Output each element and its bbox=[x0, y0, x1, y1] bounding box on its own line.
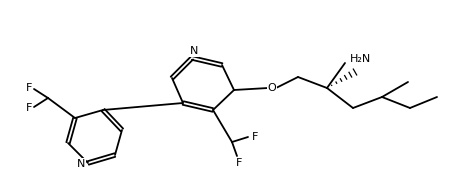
Text: F: F bbox=[26, 83, 32, 93]
Text: F: F bbox=[236, 158, 242, 168]
Text: O: O bbox=[267, 83, 276, 93]
Text: H₂N: H₂N bbox=[350, 54, 371, 64]
Text: F: F bbox=[26, 103, 32, 113]
Text: F: F bbox=[252, 132, 258, 142]
Text: N: N bbox=[190, 46, 198, 56]
Text: N: N bbox=[77, 159, 85, 169]
